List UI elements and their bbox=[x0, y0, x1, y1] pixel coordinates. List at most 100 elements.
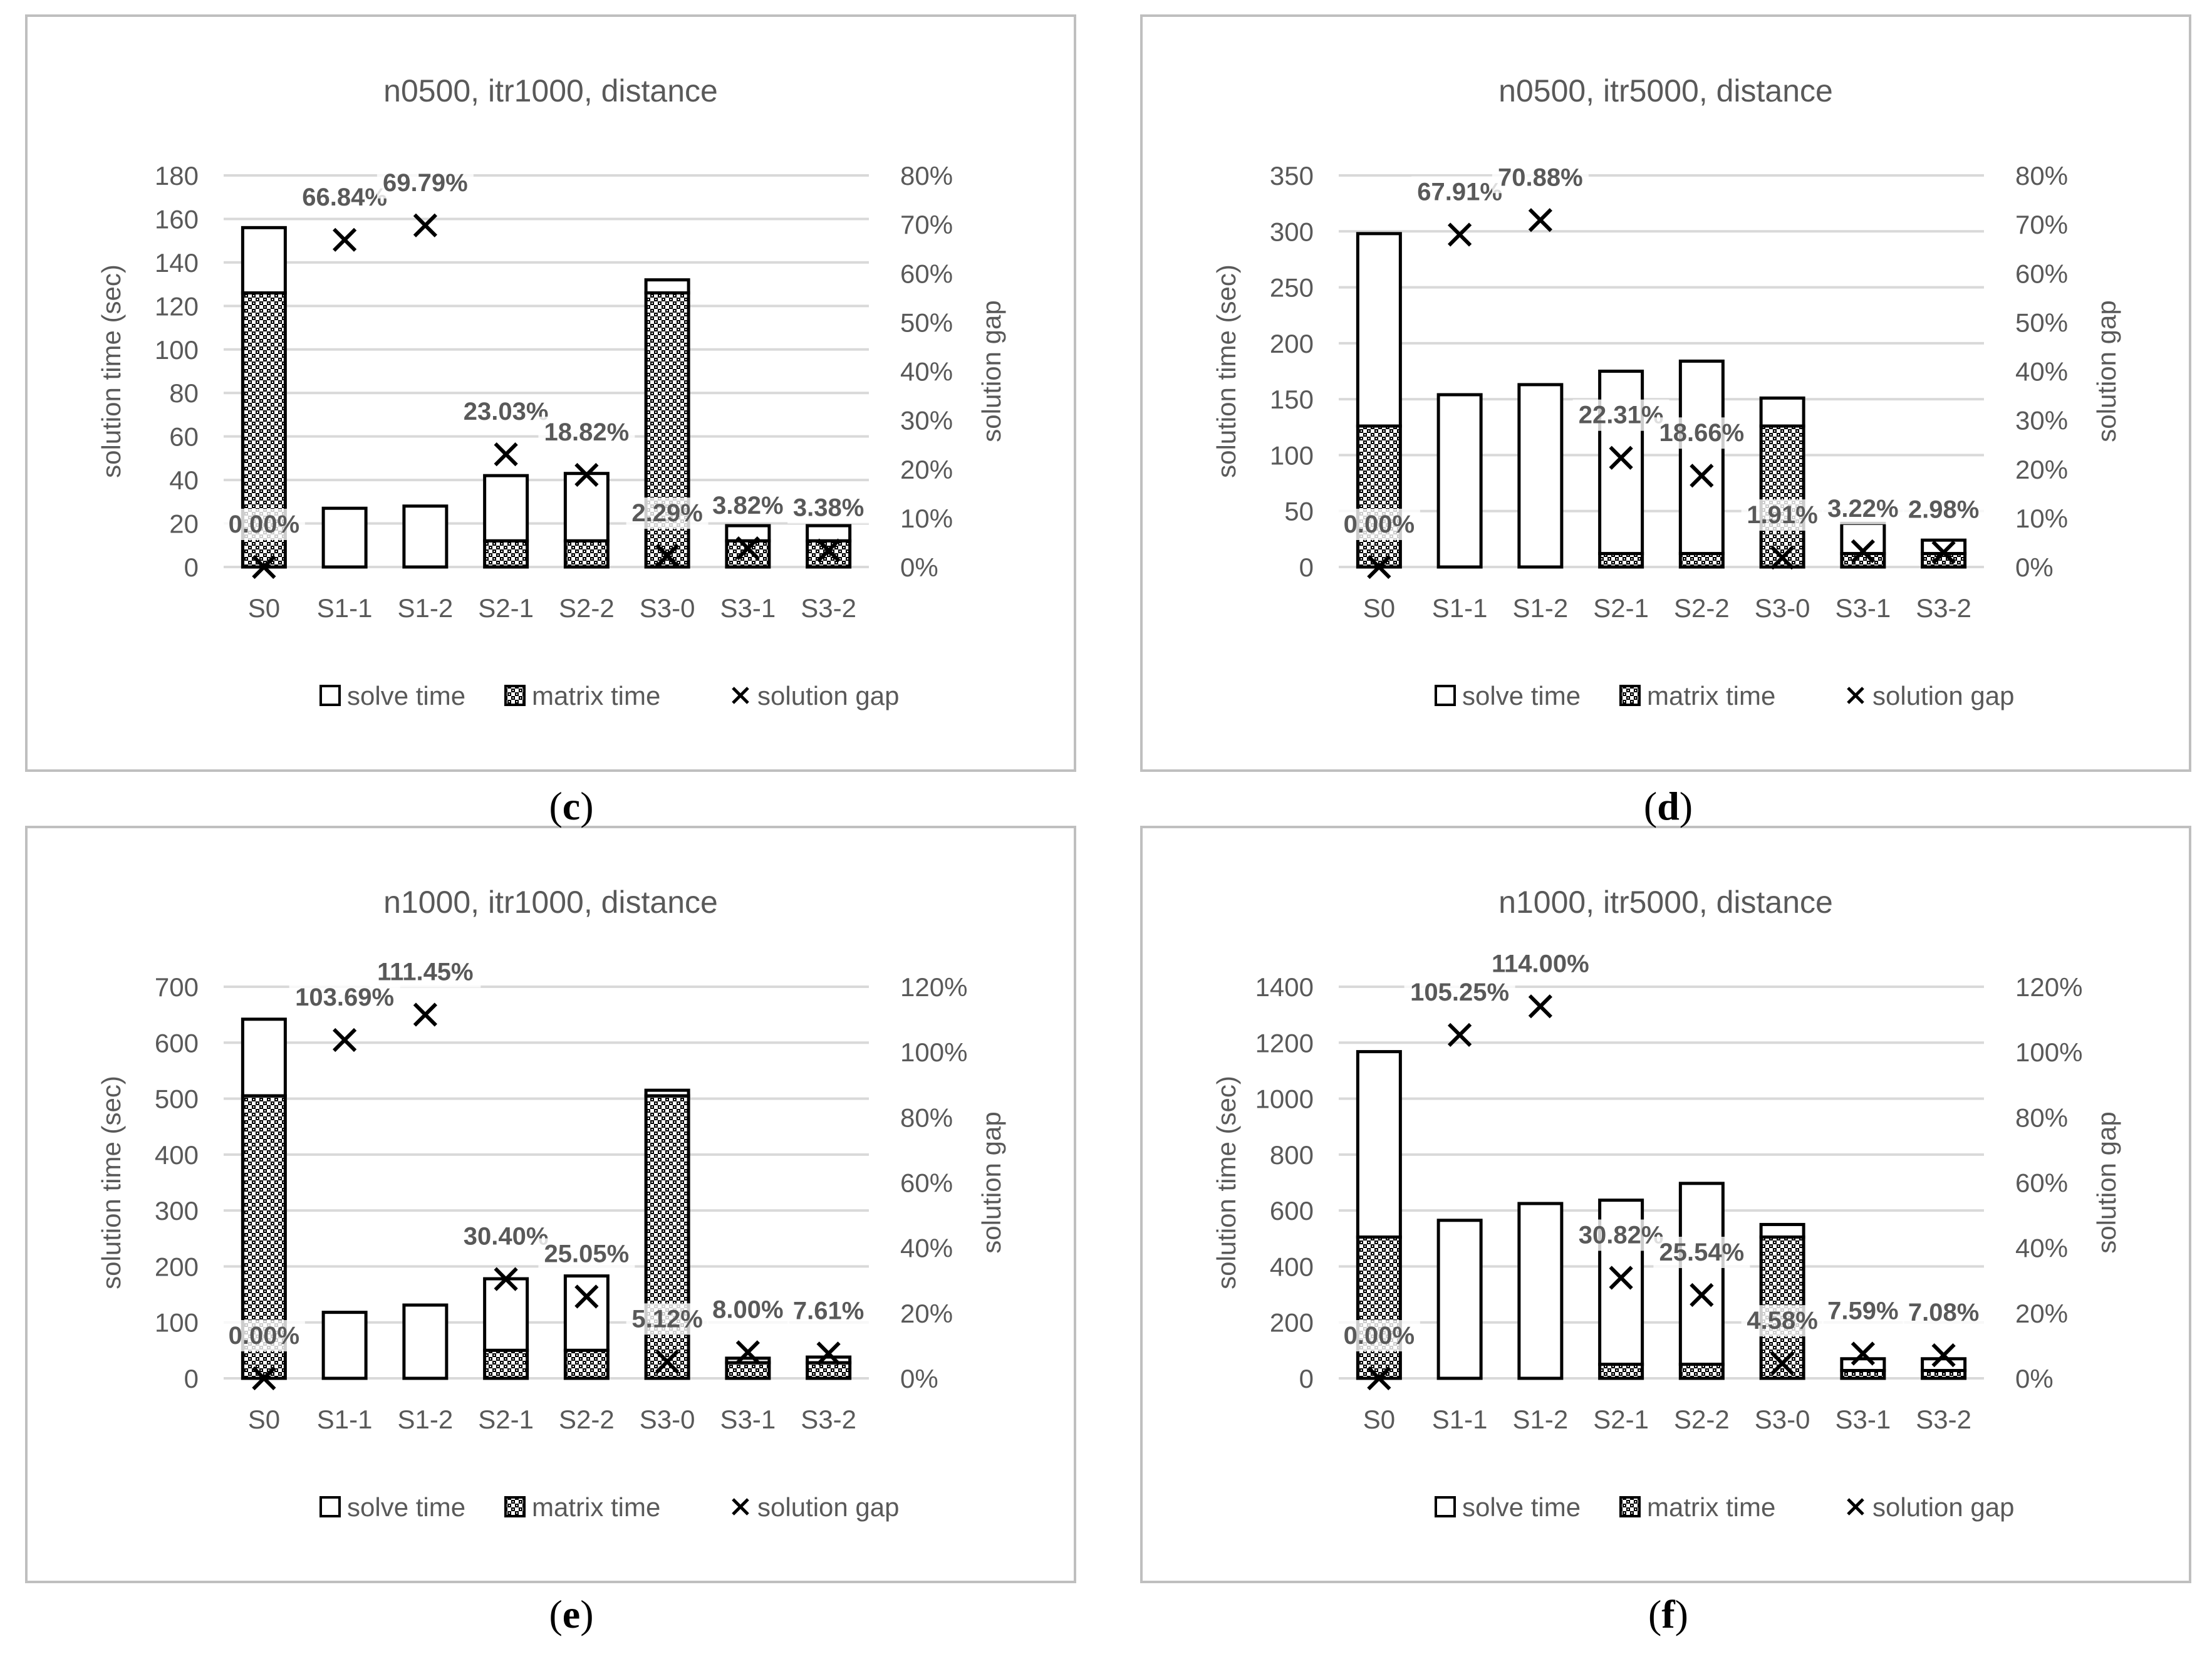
bar-solve-time bbox=[402, 504, 449, 569]
y-tick-label: 350 bbox=[1270, 161, 1314, 190]
gap-marker bbox=[1528, 208, 1552, 232]
panel-border bbox=[1140, 826, 2191, 1583]
y2-tick-label: 0% bbox=[900, 553, 938, 582]
x-tick-label: S2-2 bbox=[559, 593, 615, 623]
x-tick-label: S2-2 bbox=[1674, 1405, 1730, 1434]
y2-tick-label: 10% bbox=[2015, 504, 2068, 533]
bar-matrix-time bbox=[563, 539, 610, 569]
legend-swatch-solve bbox=[1435, 1496, 1456, 1517]
gap-data-label: 2.98% bbox=[1908, 496, 1979, 524]
data-label-bg bbox=[1903, 1297, 1985, 1329]
y2-tick-label: 80% bbox=[2015, 1103, 2068, 1132]
x-tick-label: S1-1 bbox=[1432, 1405, 1488, 1434]
legend-label: solution gap bbox=[1872, 1492, 2015, 1522]
y2-tick-label: 100% bbox=[2015, 1038, 2082, 1067]
gap-marker bbox=[1690, 464, 1714, 488]
y-tick-label: 20 bbox=[169, 509, 199, 539]
x-tick-label: S3-0 bbox=[640, 593, 695, 623]
gap-marker bbox=[1609, 445, 1633, 470]
gap-marker bbox=[574, 1284, 599, 1309]
x-tick-label: S3-0 bbox=[1755, 1405, 1810, 1434]
gap-data-label: 3.22% bbox=[1827, 495, 1898, 523]
gap-data-label: 25.54% bbox=[1659, 1239, 1745, 1266]
gap-marker bbox=[252, 554, 276, 580]
x-tick-label: S1-2 bbox=[1513, 1405, 1569, 1434]
bar-solve-time bbox=[644, 278, 690, 294]
y2-tick-label: 100% bbox=[900, 1038, 967, 1067]
gap-marker bbox=[1367, 554, 1391, 580]
legend-swatch-gap bbox=[732, 687, 749, 704]
y2-tick-label: 80% bbox=[900, 1103, 953, 1132]
chart-title: n0500, itr5000, distance bbox=[1498, 73, 1833, 108]
data-label-bg bbox=[1741, 1305, 1824, 1337]
y-tick-label: 100 bbox=[1270, 440, 1314, 470]
y-tick-label: 1000 bbox=[1255, 1084, 1314, 1114]
y-axis-title: solution time (sec) bbox=[1212, 264, 1241, 478]
legend-swatch-gap bbox=[732, 1498, 749, 1516]
data-label-bg bbox=[1492, 162, 1589, 194]
y-tick-label: 200 bbox=[1270, 329, 1314, 358]
legend-label: solve time bbox=[1462, 1492, 1581, 1522]
legend-swatch-matrix bbox=[1619, 1496, 1641, 1517]
bar-solve-time bbox=[1517, 383, 1564, 569]
chart-title: n1000, itr5000, distance bbox=[1498, 885, 1833, 920]
gap-marker bbox=[655, 543, 680, 568]
data-label-bg bbox=[626, 497, 709, 529]
gap-data-label: 18.82% bbox=[544, 419, 630, 446]
y-tick-label: 80 bbox=[169, 378, 199, 408]
gap-data-label: 22.31% bbox=[1579, 402, 1664, 429]
gap-marker bbox=[816, 538, 841, 563]
data-label-bg bbox=[376, 167, 474, 199]
y-tick-label: 0 bbox=[184, 1364, 199, 1393]
y-axis-title: solution time (sec) bbox=[1212, 1076, 1241, 1289]
data-label-bg bbox=[1822, 492, 1904, 524]
gap-marker bbox=[1770, 545, 1795, 570]
gap-marker bbox=[655, 1350, 680, 1374]
y2-axis-title: solution gap bbox=[977, 1111, 1006, 1254]
x-tick-label: S0 bbox=[1363, 1405, 1395, 1434]
legend-label: solution gap bbox=[757, 681, 900, 710]
gap-data-label: 67.91% bbox=[1417, 178, 1502, 205]
y-tick-label: 500 bbox=[155, 1084, 199, 1114]
bar-matrix-time bbox=[563, 1348, 610, 1380]
bar-matrix-time bbox=[1840, 552, 1886, 569]
y-tick-label: 300 bbox=[1270, 217, 1314, 246]
data-label-bg bbox=[538, 416, 635, 448]
gap-data-label: 111.45% bbox=[377, 959, 474, 986]
gap-marker bbox=[816, 1341, 841, 1366]
x-tick-label: S0 bbox=[1363, 593, 1395, 623]
bar-solve-time bbox=[1598, 370, 1644, 556]
y-tick-label: 0 bbox=[184, 553, 199, 582]
y-tick-label: 140 bbox=[155, 248, 199, 278]
data-label-bg bbox=[1653, 417, 1750, 449]
gap-data-label: 5.12% bbox=[631, 1305, 702, 1333]
x-tick-label: S3-1 bbox=[720, 593, 776, 623]
x-tick-label: S1-2 bbox=[398, 1405, 454, 1434]
bar-matrix-time bbox=[806, 1361, 852, 1380]
legend-swatch-matrix bbox=[504, 1496, 526, 1517]
y2-tick-label: 30% bbox=[2015, 406, 2068, 435]
bar-solve-time bbox=[1759, 396, 1805, 428]
y2-axis-title: solution gap bbox=[977, 300, 1006, 442]
gap-marker bbox=[1931, 1343, 1956, 1368]
data-label-bg bbox=[1337, 1320, 1420, 1351]
bar-matrix-time bbox=[1840, 1369, 1886, 1380]
x-tick-label: S3-1 bbox=[1836, 1405, 1891, 1434]
y-tick-label: 50 bbox=[1284, 497, 1314, 526]
legend-label: solve time bbox=[347, 1492, 465, 1522]
legend-swatch-solve bbox=[1435, 685, 1456, 706]
gap-data-label: 1.91% bbox=[1747, 501, 1817, 529]
y-tick-label: 200 bbox=[1270, 1308, 1314, 1338]
bar-solve-time bbox=[1436, 1219, 1483, 1380]
bar-solve-time bbox=[1356, 232, 1402, 428]
bar-solve-time bbox=[563, 1274, 610, 1352]
gap-data-label: 30.82% bbox=[1579, 1221, 1664, 1249]
panel-border bbox=[25, 826, 1076, 1583]
x-tick-label: S2-2 bbox=[559, 1405, 615, 1434]
y-tick-label: 100 bbox=[155, 335, 199, 365]
x-tick-label: S2-1 bbox=[1593, 1405, 1649, 1434]
bar-matrix-time bbox=[725, 539, 771, 569]
legend-label: solution gap bbox=[757, 1492, 900, 1522]
bar-solve-time bbox=[1436, 393, 1483, 569]
y-tick-label: 600 bbox=[155, 1028, 199, 1058]
